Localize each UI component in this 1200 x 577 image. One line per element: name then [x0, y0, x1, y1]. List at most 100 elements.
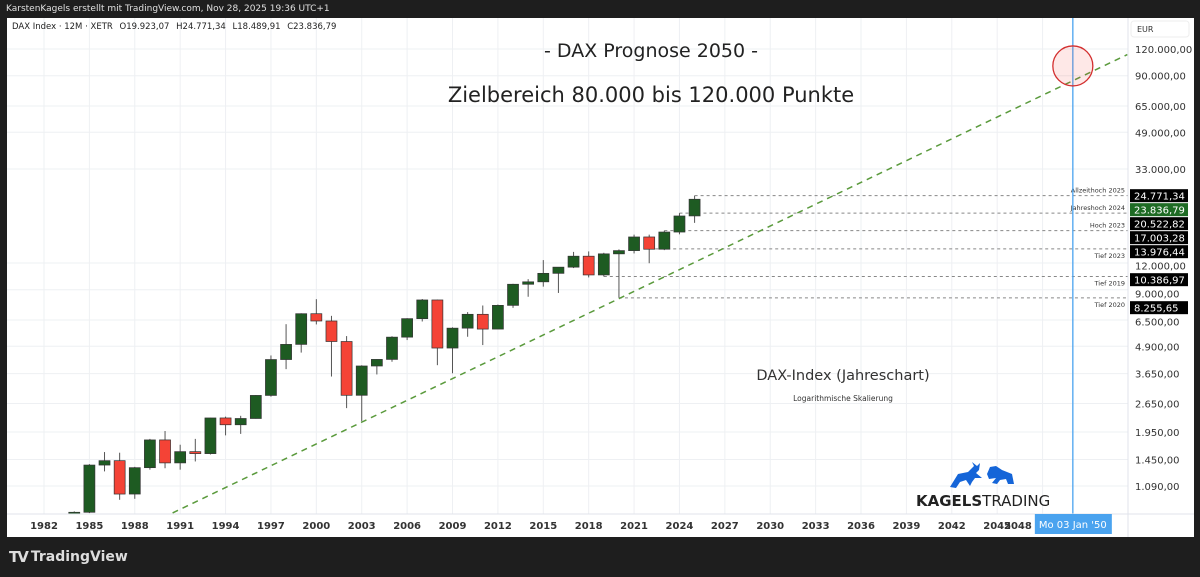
candle-2022: [643, 234, 656, 264]
level-price-badge-box: [1130, 273, 1188, 287]
candle-body: [461, 313, 474, 329]
year-tick-label: 1997: [257, 521, 285, 532]
candle-2000: [310, 299, 323, 325]
year-tick-label: 2036: [847, 521, 875, 532]
currency-label: EUR: [1130, 20, 1190, 38]
crosshair-time-label: Mo 03 Jan '50: [1034, 514, 1112, 534]
candle-2021: [628, 234, 640, 254]
candle-2007: [416, 299, 429, 322]
level-price-badge: 10.386,97: [1130, 273, 1188, 287]
bear-icon: [987, 466, 1014, 484]
crosshair-time-box: [1034, 514, 1112, 534]
candle-body: [371, 359, 383, 367]
bull-icon: [950, 462, 982, 488]
candle-body: [204, 417, 217, 454]
candle-body: [234, 418, 247, 426]
candle-2023: [658, 230, 671, 251]
candle-2008: [431, 299, 444, 366]
year-tick-label: 2012: [484, 521, 512, 532]
year-tick-label: 2048: [1004, 521, 1032, 532]
candle-body: [280, 344, 292, 360]
candle-body: [340, 341, 353, 396]
price-tick-label: 49.000,00: [1135, 128, 1186, 139]
price-tick-label: 4.900,00: [1135, 342, 1180, 353]
candle-2006: [401, 318, 413, 341]
kagels-logo-text: KAGELSTRADING: [916, 492, 1050, 510]
candle-1992: [189, 438, 202, 462]
candle-body: [567, 255, 580, 268]
candle-body: [310, 313, 323, 322]
candle-1986: [98, 452, 111, 472]
last-price-badge: 23.836,79: [1130, 203, 1188, 217]
tradingview-logo[interactable]: TV TradingView: [9, 548, 128, 566]
kagels-logo-light: TRADING: [981, 492, 1050, 510]
level-price-badge-box: [1130, 217, 1188, 231]
level-price-badge-text: 8.255,65: [1134, 304, 1179, 315]
candle-1996: [249, 395, 262, 419]
level-label: Tief 2019: [1094, 279, 1125, 287]
year-tick-label: 2030: [756, 521, 784, 532]
candle-body: [144, 439, 156, 469]
candle-body: [643, 236, 656, 250]
symbol-legend[interactable]: DAX Index · 12M · XETR O19.923,07 H24.77…: [12, 20, 340, 34]
chart-name-label: DAX-Index (Jahreschart): [756, 368, 929, 384]
candle-body: [522, 281, 535, 285]
price-tick-label: 12.000,00: [1135, 262, 1186, 273]
candle-body: [325, 320, 338, 342]
candle-1999: [295, 313, 308, 353]
year-tick-label: 2024: [666, 521, 694, 532]
level-label: Tief 2020: [1094, 301, 1125, 309]
year-tick-label: 1991: [166, 521, 194, 532]
year-tick-label: 2039: [892, 521, 920, 532]
crosshair-time-text: Mo 03 Jan '50: [1039, 520, 1107, 531]
year-tick-label: 1988: [121, 521, 149, 532]
legend-symbol: DAX Index · 12M · XETR: [12, 22, 113, 32]
candle-2003: [355, 365, 368, 422]
level-price-badge: 17.003,28: [1130, 231, 1188, 245]
price-tick-label: 1.090,00: [1135, 482, 1180, 493]
candle-body: [189, 451, 202, 454]
candle-2009: [446, 327, 459, 374]
trend-line: [172, 53, 1128, 514]
last-price-badge-text: 23.836,79: [1134, 206, 1185, 217]
candle-body: [582, 255, 595, 276]
candle-body: [295, 313, 308, 345]
candle-2025: [688, 195, 701, 223]
year-tick-label: 2006: [393, 521, 421, 532]
candle-body: [446, 327, 459, 349]
year-tick-label: 1994: [212, 521, 240, 532]
legend-low: L18.489,91: [232, 22, 281, 32]
candle-body: [552, 266, 565, 274]
tradingview-mark-icon: TV: [9, 548, 29, 566]
candle-body: [431, 299, 444, 349]
year-tick-label: 2021: [620, 521, 648, 532]
candle-2005: [386, 336, 398, 362]
chart-author-bar: KarstenKagels erstellt mit TradingView.c…: [6, 4, 330, 14]
candle-body: [688, 198, 701, 217]
candle-2015: [537, 260, 550, 287]
price-tick-label: 65.000,00: [1135, 102, 1186, 113]
candle-1991: [174, 444, 187, 470]
candle-body: [128, 467, 141, 495]
candle-body: [416, 299, 429, 320]
candle-1987: [113, 452, 126, 500]
candle-2014: [522, 279, 535, 297]
level-price-badge: 8.255,65: [1130, 301, 1188, 315]
candle-2004: [371, 359, 383, 375]
chart-title: - DAX Prognose 2050 -: [544, 40, 758, 62]
candle-body: [537, 272, 550, 283]
level-price-badge-box: [1130, 245, 1188, 259]
candle-1989: [144, 438, 156, 470]
candle-2011: [476, 305, 489, 346]
candle-2002: [340, 336, 353, 409]
year-tick-label: 1985: [75, 521, 103, 532]
year-tick-label: 2027: [711, 521, 739, 532]
scale-note: Logarithmische Skalierung: [793, 394, 893, 403]
legend-close: C23.836,79: [287, 22, 337, 32]
level-price-badge: 24.771,34: [1130, 189, 1188, 203]
level-price-badge-text: 13.976,44: [1134, 248, 1185, 259]
level-label: Tief 2023: [1094, 252, 1125, 260]
price-tick-label: 120.000,00: [1135, 45, 1192, 56]
candle-body: [597, 253, 610, 276]
